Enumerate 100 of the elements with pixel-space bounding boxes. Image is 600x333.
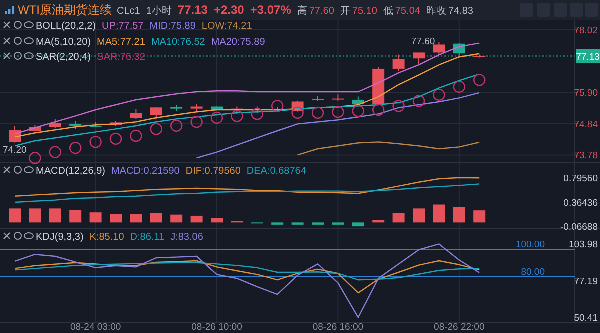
bar	[372, 220, 385, 223]
text: K:85.10	[90, 232, 125, 243]
bar	[130, 214, 142, 223]
text: MA5:77.21	[97, 37, 146, 48]
bar	[9, 208, 21, 223]
candlestick	[130, 108, 142, 120]
annotation: 77.60	[411, 36, 436, 48]
x-tick-label: 08-26 10:00	[192, 322, 242, 333]
point	[90, 136, 102, 148]
bar	[49, 208, 62, 223]
text: MID:75.89	[150, 21, 196, 32]
bar	[170, 214, 183, 223]
point	[170, 120, 183, 132]
y-tick-label: 0.36436	[564, 198, 598, 209]
bar	[453, 207, 466, 223]
point	[312, 106, 324, 120]
point	[433, 88, 446, 102]
text: SAR:76.32	[97, 52, 146, 63]
text: 75.04	[395, 6, 421, 17]
point	[392, 100, 405, 112]
y-tick-label: 77.19	[574, 276, 598, 288]
annotation: MACD:0.21590	[111, 166, 180, 177]
series-label: J:83.06	[170, 232, 204, 243]
line-series	[14, 177, 480, 197]
bar	[474, 210, 486, 223]
point	[110, 132, 122, 146]
point	[272, 100, 284, 112]
text: +2.30	[214, 3, 245, 17]
text: 77.13	[178, 3, 208, 17]
annotation: MA(5,10,20)	[36, 37, 92, 48]
bar	[150, 213, 162, 223]
text: 75.10	[352, 6, 378, 17]
point	[49, 146, 62, 158]
bar	[433, 204, 446, 223]
bar	[352, 222, 364, 227]
bar	[70, 210, 82, 223]
x-tick-label: 08-26 16:00	[312, 322, 364, 333]
text: 1小时	[146, 5, 172, 17]
point	[251, 108, 264, 120]
y-tick-label: 74.84	[574, 119, 598, 130]
text: CLc1	[117, 6, 141, 17]
series-label: DEA:0.68764	[246, 166, 307, 177]
point	[453, 80, 466, 94]
x-tick-label: 08-26 22:00	[434, 322, 485, 333]
line-series	[14, 244, 480, 318]
point	[210, 112, 224, 124]
bar	[190, 216, 203, 223]
line-series	[14, 262, 480, 281]
text: D:86.11	[130, 232, 165, 243]
text: 74.83	[448, 6, 474, 17]
text: +3.07%	[250, 3, 292, 17]
point	[332, 106, 344, 118]
candlestick	[150, 107, 162, 120]
point	[70, 142, 82, 154]
y-tick-label: 103.98	[568, 240, 598, 251]
y-tick-label: 0.79560	[564, 174, 598, 185]
point	[292, 106, 304, 120]
point	[372, 104, 385, 116]
y-tick-label: 78.02	[574, 25, 598, 36]
candlestick	[413, 52, 425, 66]
bar	[211, 218, 223, 223]
bar	[413, 208, 425, 223]
line-series	[297, 142, 480, 156]
series-label: DIF:0.79560	[186, 166, 242, 177]
annotation: 74.20	[3, 144, 27, 156]
text: UP:77.57	[102, 21, 144, 32]
annotation: KDJ(9,3,3)	[36, 232, 84, 243]
y-tick-label: 73.78	[574, 150, 598, 162]
annotation: MACD(12,26,9)	[36, 166, 106, 177]
candlestick	[392, 54, 405, 72]
ref-line-label: 77.13	[576, 52, 600, 63]
ref-line-label: 80.00	[521, 267, 545, 278]
bar	[392, 213, 405, 223]
text: 低	[383, 6, 394, 17]
bar	[110, 214, 122, 223]
point	[29, 152, 42, 164]
y-tick-label: -0.06688	[560, 222, 598, 233]
annotation: MA20:75.89	[211, 37, 266, 48]
ref-line-label: 100.00	[516, 240, 545, 251]
text: LOW:74.21	[202, 21, 253, 32]
point	[190, 116, 203, 128]
text: 开	[340, 6, 350, 17]
bar	[29, 208, 42, 223]
point	[352, 105, 364, 118]
point	[412, 95, 426, 108]
chart-title: WTI原油期货连续	[18, 3, 112, 17]
text: MA10:76.52	[151, 37, 206, 48]
point	[150, 123, 162, 136]
y-tick-label: 50.41	[574, 313, 598, 324]
x-tick-label: 08-24 03:00	[70, 322, 122, 333]
annotation: SAR(2,20,4)	[36, 52, 92, 63]
point	[474, 74, 486, 86]
annotation: BOLL(20,2,2)	[36, 21, 96, 32]
y-tick-label: 75.90	[574, 88, 598, 100]
text: 高	[297, 5, 308, 17]
bar	[90, 212, 102, 223]
candlestick	[433, 42, 446, 55]
text: 77.60	[309, 6, 335, 17]
line-series	[14, 184, 480, 204]
point	[130, 130, 142, 142]
